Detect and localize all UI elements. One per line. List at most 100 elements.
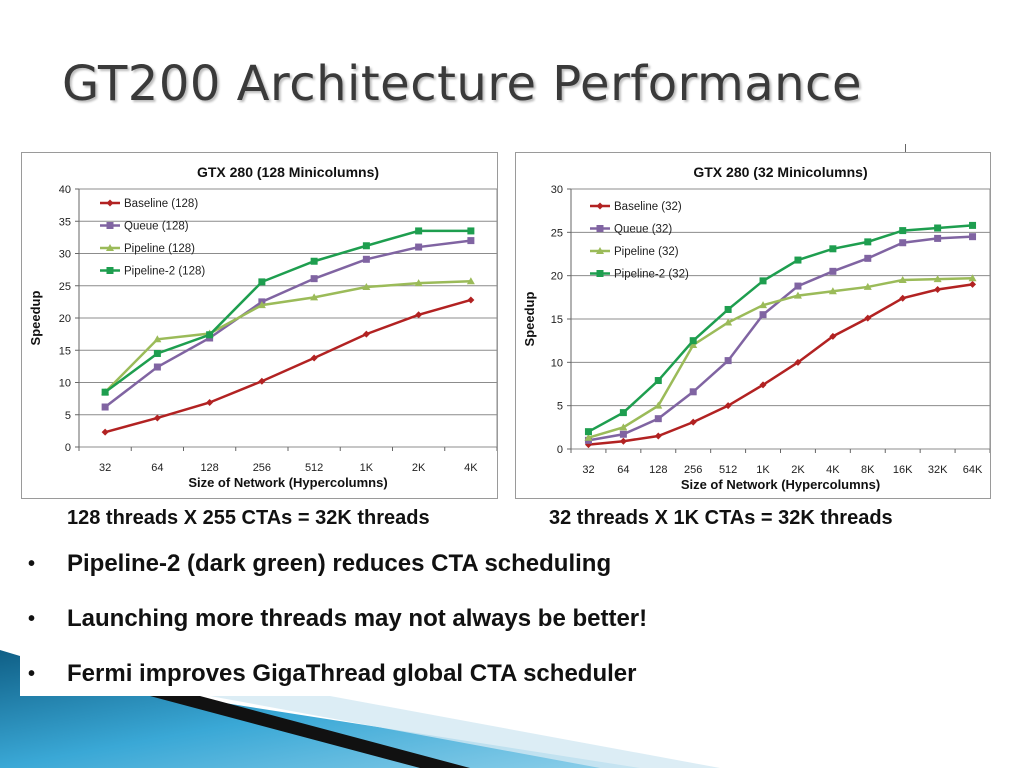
legend-marker (106, 267, 114, 274)
data-point (310, 293, 319, 301)
y-tick-label: 20 (551, 271, 563, 283)
data-point (759, 381, 767, 389)
data-point (654, 377, 662, 385)
caption-left: 128 threads X 255 CTAs = 32K threads (67, 507, 430, 529)
data-point (724, 318, 733, 326)
y-tick-label: 5 (65, 410, 71, 422)
footer-light-stripe (210, 696, 720, 768)
series-line-pipeline2 (587, 224, 973, 433)
data-point (654, 401, 663, 409)
data-point (934, 286, 942, 294)
legend-marker (596, 202, 604, 210)
footer-decoration (0, 650, 720, 768)
data-point (689, 388, 697, 396)
legend-label: Baseline (128) (124, 198, 198, 210)
chart-svg: GTX 280 (32 Minicolumns) 0 5 10 15 20 25 30 32 64… (522, 164, 990, 492)
bullet-list: • Pipeline-2 (dark green) reduces CTA sch… (28, 548, 647, 713)
data-point (899, 294, 907, 302)
data-point (969, 280, 977, 288)
y-tick-label: 10 (59, 378, 71, 390)
data-point (724, 357, 732, 365)
x-tick-label: 256 (684, 464, 702, 476)
data-point (864, 254, 872, 262)
x-tick-label: 512 (305, 462, 323, 474)
series-pipeline2 (584, 221, 977, 436)
data-point (724, 305, 732, 313)
x-tick-label: 64K (963, 464, 983, 476)
data-point (654, 415, 662, 423)
y-tick-label: 15 (59, 345, 71, 357)
data-point (101, 388, 109, 396)
data-point (654, 432, 662, 440)
x-tick-label: 128 (649, 464, 667, 476)
data-point (864, 314, 872, 322)
y-axis-label: Speedup (28, 290, 43, 345)
data-point (101, 403, 109, 411)
y-tick-label: 30 (551, 184, 563, 196)
legend-marker (596, 225, 604, 232)
series-line-baseline (588, 283, 973, 446)
series-line-queue (588, 235, 973, 442)
x-tick-label: 4K (464, 462, 478, 474)
data-point (863, 282, 872, 290)
legend-label: Pipeline-2 (128) (124, 266, 205, 278)
data-point (759, 311, 767, 319)
bullet-item: • Launching more threads may not always b… (28, 603, 647, 658)
y-tick-label: 0 (65, 442, 71, 454)
data-point (415, 311, 423, 319)
x-axis-label: Size of Network (Hypercolumns) (681, 477, 880, 492)
chart-svg: GTX 280 (128 Minicolumns) 0 5 10 15 20 25 30 35 4… (28, 164, 497, 490)
data-point (153, 335, 162, 343)
data-point (467, 227, 475, 235)
data-point (206, 331, 214, 339)
data-point (968, 274, 977, 282)
series-queue (584, 233, 977, 444)
bullet-marker: • (28, 553, 36, 575)
data-point (584, 428, 592, 436)
x-tick-label: 2K (412, 462, 426, 474)
x-tick-label: 16K (893, 464, 913, 476)
data-point (828, 287, 837, 295)
data-point (759, 277, 767, 285)
y-axis-label: Speedup (522, 291, 537, 346)
bullet-marker: • (28, 608, 36, 630)
data-point (362, 242, 370, 250)
data-point (467, 237, 475, 245)
y-tick-label: 35 (59, 216, 71, 228)
y-tick-label: 15 (551, 314, 563, 326)
y-tick-label: 5 (557, 401, 563, 413)
x-tick-label: 1K (360, 462, 374, 474)
slide-title: GT200 Architecture Performance (62, 56, 862, 112)
data-point (689, 337, 697, 345)
legend-marker (596, 270, 604, 277)
data-point (362, 255, 370, 263)
series-pipeline (584, 274, 977, 441)
x-axis-label: Size of Network (Hypercolumns) (188, 475, 387, 490)
series-pipeline (101, 277, 475, 396)
x-tick-label: 32 (582, 464, 594, 476)
legend-marker (106, 222, 114, 229)
legend-label: Pipeline-2 (32) (614, 269, 689, 281)
data-point (415, 227, 423, 235)
y-tick-label: 25 (59, 281, 71, 293)
series-line-queue (104, 239, 472, 409)
data-point (794, 358, 802, 366)
data-point (466, 277, 475, 285)
data-point (153, 363, 161, 371)
x-tick-label: 4K (826, 464, 840, 476)
data-point (899, 227, 907, 235)
data-point (206, 398, 214, 406)
data-point (310, 275, 318, 283)
footer-blue-wedge (0, 650, 640, 768)
x-tick-label: 256 (253, 462, 271, 474)
y-tick-label: 10 (551, 357, 563, 369)
data-point (689, 418, 697, 426)
legend-label: Baseline (32) (614, 201, 682, 213)
series-pipeline2 (101, 227, 475, 396)
x-tick-label: 64 (151, 462, 163, 474)
series-line-pipeline2 (104, 229, 471, 394)
series-line-baseline (104, 298, 472, 434)
legend-label: Pipeline (128) (124, 243, 195, 255)
legend-label: Queue (32) (614, 224, 672, 236)
data-point (759, 301, 768, 309)
